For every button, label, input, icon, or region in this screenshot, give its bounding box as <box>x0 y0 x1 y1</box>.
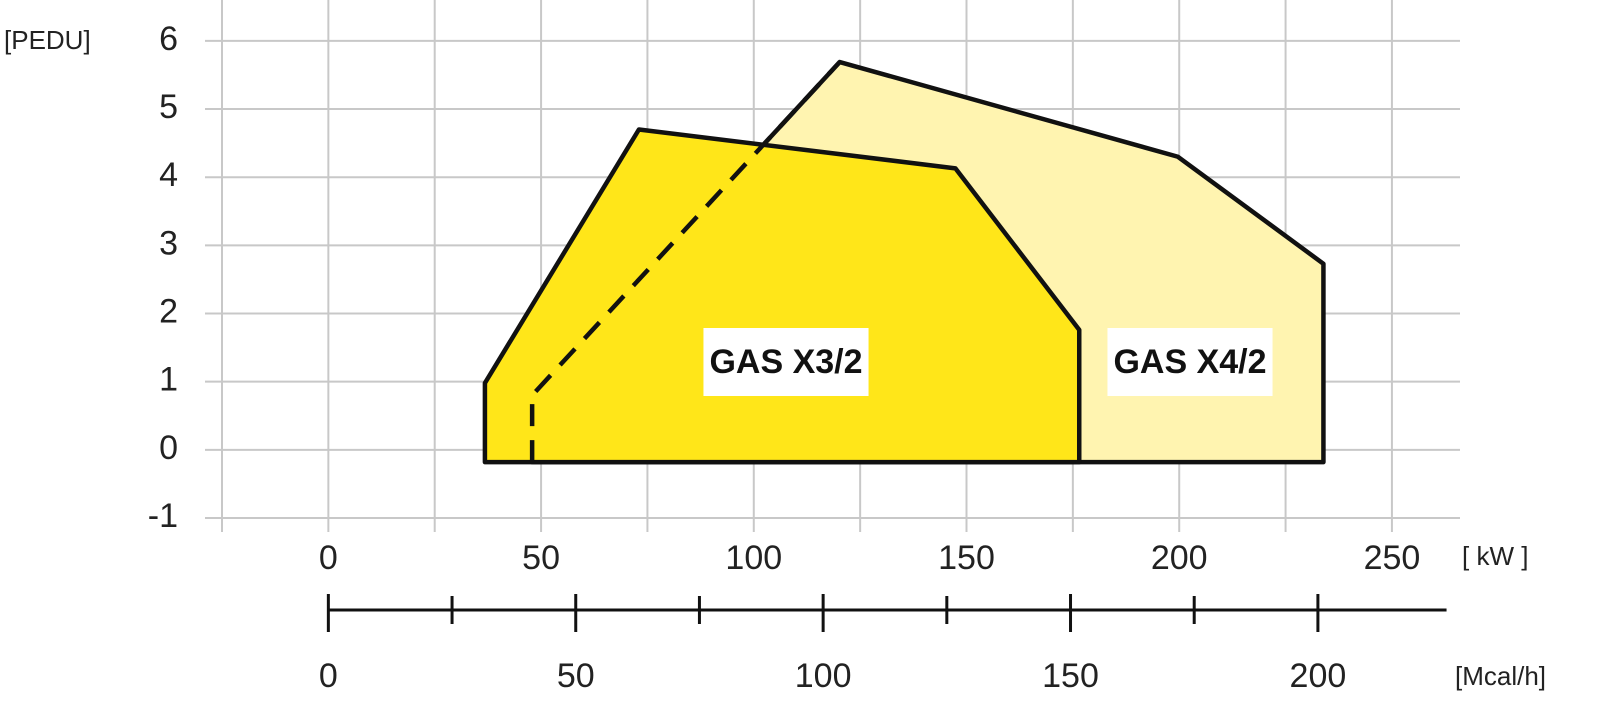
y-tick-label: -1 <box>148 497 178 535</box>
y-tick-label: 0 <box>159 429 178 467</box>
y-tick-label: 2 <box>159 293 178 331</box>
series-label: GAS X4/2 <box>1113 343 1266 381</box>
x2-axis-label: [Mcal/h] <box>1455 661 1546 691</box>
x2-tick-label: 200 <box>1290 657 1347 695</box>
x-axis-label: [ kW ] <box>1462 541 1528 571</box>
x-tick-label: 0 <box>319 539 338 577</box>
y-tick-label: 4 <box>159 156 178 194</box>
x2-tick-label: 150 <box>1042 657 1099 695</box>
x2-tick-label: 50 <box>557 657 595 695</box>
x2-tick-label: 0 <box>319 657 338 695</box>
series-label: GAS X3/2 <box>709 343 862 381</box>
y-axis-label: [PEDU] <box>4 25 91 55</box>
label-box <box>1107 328 1273 396</box>
x-tick-label: 50 <box>522 539 560 577</box>
x-tick-label: 200 <box>1151 539 1208 577</box>
y-tick-label: 1 <box>159 361 178 399</box>
x2-tick-label: 100 <box>795 657 852 695</box>
x-tick-label: 250 <box>1364 539 1421 577</box>
label-box <box>703 328 869 396</box>
area-boundary-dashed <box>529 60 842 463</box>
y-tick-label: 6 <box>159 20 178 58</box>
y-tick-label: 5 <box>159 88 178 126</box>
x-tick-label: 100 <box>725 539 782 577</box>
area <box>482 127 1082 465</box>
y-tick-label: 3 <box>159 224 178 262</box>
x-tick-label: 150 <box>938 539 995 577</box>
